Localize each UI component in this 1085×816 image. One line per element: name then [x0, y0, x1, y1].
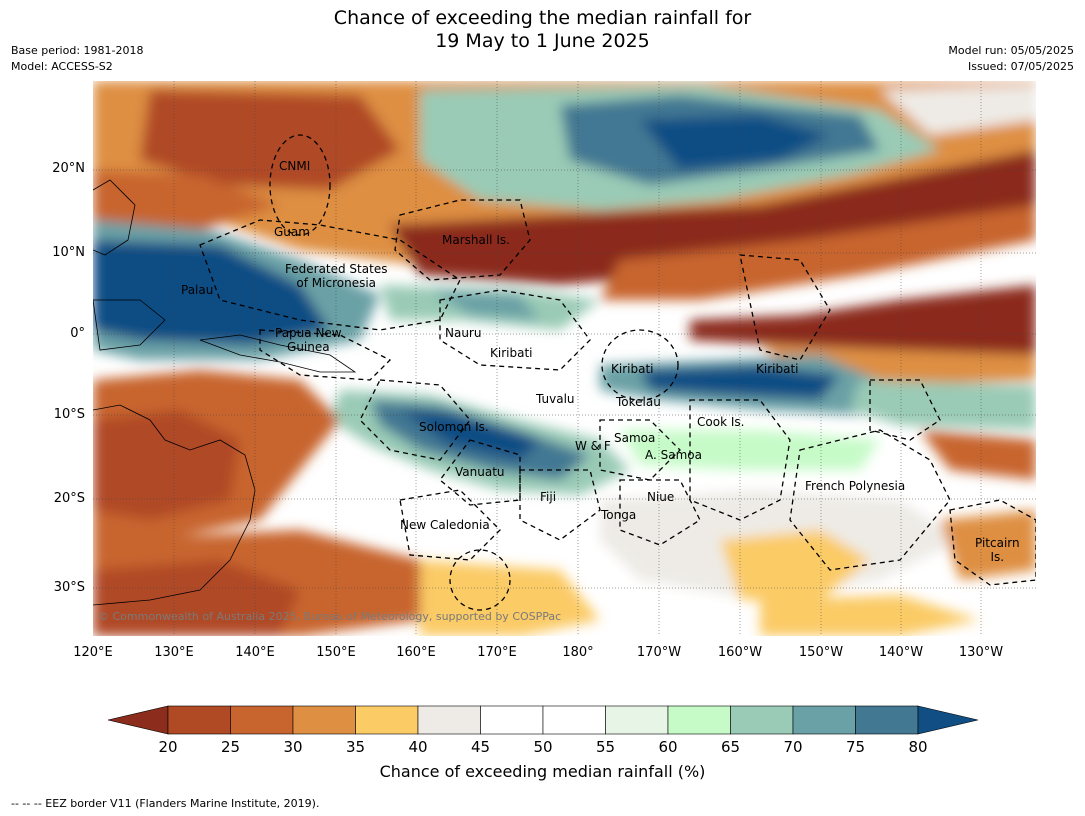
model-name: Model: ACCESS-S2 [11, 60, 113, 73]
colorbar-tick-label: 75 [845, 738, 866, 756]
colorbar-swatch [792, 705, 856, 735]
lon-label-140w: 140°W [878, 645, 924, 660]
place-niue: Niue [647, 490, 675, 504]
place-cook: Cook Is. [697, 415, 745, 429]
place-vanuatu: Vanuatu [455, 465, 505, 479]
lon-label-130w: 130°W [958, 645, 1004, 660]
colorbar-tick-label: 65 [720, 738, 741, 756]
rainfall-field [93, 81, 1036, 636]
colorbar-tick-label: 35 [345, 738, 366, 756]
colorbar-swatch [480, 705, 544, 735]
place-tuvalu: Tuvalu [536, 392, 575, 406]
map-area [93, 81, 1036, 636]
issued-date: Issued: 07/05/2025 [967, 60, 1074, 73]
place-new-caledonia: New Caledonia [400, 518, 490, 532]
lon-label-120e: 120°E [73, 645, 113, 660]
place-french-polynesia: French Polynesia [805, 479, 906, 493]
place-png: Papua New Guinea [275, 326, 342, 354]
copyright-notice: © Commonwealth of Australia 2025, Bureau… [98, 610, 562, 623]
model-run: Model run: 05/05/2025 [948, 44, 1074, 57]
lon-label-130e: 130°E [154, 645, 194, 660]
place-pitcairn-line-1: Pitcairn [975, 536, 1020, 550]
colorbar-tick-label: 20 [158, 738, 178, 756]
place-kiribati-west: Kiribati [490, 346, 533, 360]
lat-label-10s: 10°S [53, 407, 85, 422]
lon-label-160w: 160°W [717, 645, 763, 660]
place-palau: Palau [181, 283, 214, 297]
colorbar-tick-label: 40 [408, 738, 428, 756]
lon-label-180: 180° [562, 645, 594, 660]
colorbar-swatch [355, 705, 419, 735]
place-pitcairn-line-2: Is. [990, 550, 1005, 564]
colorbar-title: Chance of exceeding median rainfall (%) [379, 762, 706, 781]
place-tonga: Tonga [601, 508, 637, 522]
title-line-1: Chance of exceeding the median rainfall … [333, 7, 752, 29]
colorbar-swatch [605, 705, 669, 735]
colorbar-swatch [542, 705, 606, 735]
lon-label-140e: 140°E [235, 645, 275, 660]
colorbar-swatch [855, 705, 919, 735]
lon-label-150w: 150°W [798, 645, 844, 660]
lon-label-160e: 160°E [396, 645, 436, 660]
place-guam: Guam [274, 225, 310, 239]
colorbar-swatch [667, 705, 731, 735]
place-kiribati-central: Kiribati [611, 362, 654, 376]
colorbar-extend-high [917, 705, 979, 735]
place-samoa: Samoa [614, 431, 656, 445]
colorbar-tick-label: 60 [658, 738, 678, 756]
place-tokelau: Tokelau [616, 395, 661, 409]
colorbar-tick-label: 80 [908, 738, 928, 756]
lat-label-30s: 30°S [53, 580, 85, 595]
map-title: Chance of exceeding the median rainfall … [0, 7, 1085, 53]
colorbar [107, 705, 979, 735]
colorbar-swatch [730, 705, 794, 735]
place-fsm-line-2: of Micronesia [296, 276, 377, 290]
place-fiji: Fiji [540, 490, 557, 504]
meta-right: Model run: 05/05/2025 Issued: 07/05/2025 [948, 43, 1074, 75]
base-period: Base period: 1981-2018 [11, 44, 144, 57]
place-png-line-1: Papua New [275, 326, 342, 340]
eez-borders [199, 134, 1036, 611]
colorbar-tick-label: 25 [220, 738, 241, 756]
colorbar-tick-label: 30 [283, 738, 303, 756]
place-png-line-2: Guinea [287, 340, 330, 354]
place-pitcairn: Pitcairn Is. [975, 536, 1020, 564]
lat-label-0: 0° [70, 326, 85, 341]
colorbar-swatch [230, 705, 294, 735]
place-american-samoa: A. Samoa [645, 448, 702, 462]
meta-left: Base period: 1981-2018 Model: ACCESS-S2 [11, 43, 143, 75]
coastlines [93, 179, 357, 606]
eez-footnote: -- -- -- EEZ border V11 (Flanders Marine… [11, 797, 320, 810]
lon-label-170w: 170°W [636, 645, 682, 660]
place-kiribati-east: Kiribati [756, 362, 799, 376]
lat-label-20n: 20°N [52, 161, 85, 176]
place-marshall: Marshall Is. [442, 233, 510, 247]
colorbar-extend-low [107, 705, 169, 735]
colorbar-tick-label: 45 [470, 738, 491, 756]
colorbar-swatch [417, 705, 481, 735]
place-fsm: Federated States of Micronesia [285, 262, 387, 290]
colorbar-tick-label: 70 [783, 738, 803, 756]
lon-label-150e: 150°E [316, 645, 356, 660]
place-fsm-line-1: Federated States [285, 262, 388, 276]
colorbar-tick-label: 55 [595, 738, 616, 756]
place-solomon: Solomon Is. [419, 420, 489, 434]
graticule [93, 81, 1036, 636]
place-nauru: Nauru [445, 326, 482, 340]
colorbar-tick-label: 50 [533, 738, 553, 756]
colorbar-swatch [167, 705, 231, 735]
place-wallis-futuna: W & F [575, 439, 611, 453]
place-cnmi: CNMI [279, 159, 311, 173]
lat-label-20s: 20°S [53, 491, 85, 506]
title-line-2: 19 May to 1 June 2025 [435, 30, 650, 52]
lon-label-170e: 170°E [477, 645, 517, 660]
colorbar-swatch [292, 705, 356, 735]
lat-label-10n: 10°N [52, 245, 85, 260]
